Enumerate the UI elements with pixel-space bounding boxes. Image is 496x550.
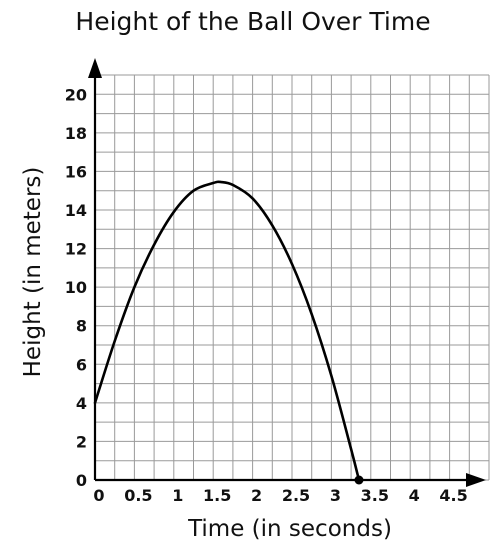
x-tick-label: 1 bbox=[172, 486, 183, 505]
y-tick-label: 14 bbox=[65, 201, 87, 220]
x-tick-label: 1.5 bbox=[203, 486, 231, 505]
x-tick-label: 4 bbox=[409, 486, 420, 505]
y-tick-labels: 0 2 4 6 8 10 12 14 16 18 20 bbox=[65, 85, 87, 490]
y-tick-label: 8 bbox=[76, 317, 87, 336]
x-tick-label: 0.5 bbox=[124, 486, 152, 505]
x-tick-label: 0 bbox=[93, 486, 104, 505]
chart-title: Height of the Ball Over Time bbox=[75, 7, 430, 36]
x-tick-label: 3.5 bbox=[361, 486, 389, 505]
y-tick-label: 16 bbox=[65, 162, 87, 181]
y-tick-label: 10 bbox=[65, 278, 87, 297]
x-tick-label: 2 bbox=[251, 486, 262, 505]
axes bbox=[88, 58, 486, 487]
y-axis-arrowhead bbox=[88, 58, 102, 78]
x-axis-title: Time (in seconds) bbox=[187, 516, 392, 542]
x-tick-label: 4.5 bbox=[439, 486, 467, 505]
y-tick-label: 0 bbox=[76, 471, 87, 490]
grid bbox=[94, 74, 490, 481]
x-axis-arrowhead bbox=[466, 473, 486, 487]
y-tick-label: 12 bbox=[65, 240, 87, 259]
height-curve bbox=[93, 180, 361, 482]
y-tick-label: 2 bbox=[76, 432, 87, 451]
y-tick-label: 4 bbox=[76, 394, 87, 413]
x-tick-label: 3 bbox=[330, 486, 341, 505]
y-tick-label: 6 bbox=[76, 355, 87, 374]
x-tick-label: 2.5 bbox=[282, 486, 310, 505]
y-tick-label: 18 bbox=[65, 124, 87, 143]
landing-point bbox=[354, 475, 364, 485]
x-tick-labels: 0 0.5 1 1.5 2 2.5 3 3.5 4 4.5 bbox=[93, 486, 467, 505]
y-axis-title: Height (in meters) bbox=[20, 167, 46, 378]
y-tick-label: 20 bbox=[65, 85, 87, 104]
